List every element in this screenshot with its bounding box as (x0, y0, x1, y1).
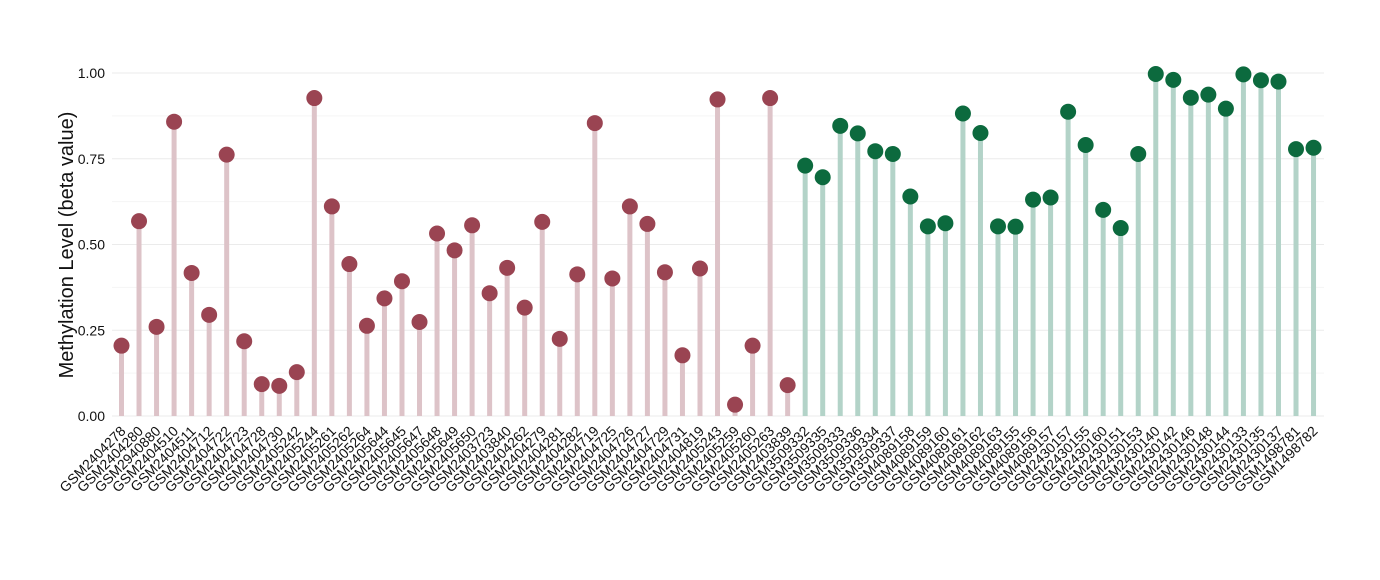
lollipop-dot (481, 285, 498, 302)
lollipop-dot (902, 188, 919, 205)
lollipop-dot (691, 260, 708, 277)
lollipop-dot (323, 198, 340, 215)
lollipop-dot (762, 90, 779, 107)
lollipop-dot (1235, 66, 1252, 83)
y-tick-label: 1.00 (78, 65, 105, 81)
lollipop-dot (201, 306, 218, 323)
lollipop-dot (1007, 218, 1024, 235)
lollipop-dot (1112, 220, 1129, 237)
lollipop-dot (814, 169, 831, 186)
lollipop-dot (1270, 73, 1287, 90)
lollipop-dot (358, 317, 375, 334)
lollipop-dot (288, 364, 305, 381)
lollipop-dot (849, 125, 866, 142)
lollipop-dot (113, 337, 130, 354)
lollipop-dot (1042, 189, 1059, 206)
lollipop-dot (656, 264, 673, 281)
lollipop-dot (341, 256, 358, 273)
lollipop-dot (551, 330, 568, 347)
y-tick-label: 0.75 (78, 151, 105, 167)
lollipop-dot (183, 264, 200, 281)
lollipop-dot (148, 318, 165, 335)
y-axis-title: Methylation Level (beta value) (56, 112, 78, 379)
lollipop-dot (446, 242, 463, 259)
lollipop-dot (1165, 71, 1182, 88)
lollipop-dot (586, 115, 603, 132)
lollipop-dot (218, 146, 235, 163)
y-tick-label: 0.25 (78, 322, 105, 338)
lollipop-dot (464, 217, 481, 234)
lollipop-dot (744, 337, 761, 354)
lollipop-dot (990, 218, 1006, 235)
lollipop-dot (937, 215, 954, 232)
lollipop-dot (919, 218, 936, 235)
lollipop-dot (884, 145, 901, 162)
y-tick-label: 0.50 (78, 237, 105, 253)
lollipop-dot (271, 377, 288, 394)
lollipop-dot (429, 225, 446, 242)
lollipop-dot (1182, 89, 1199, 106)
lollipop-dot (376, 290, 393, 307)
lollipop-dot (1288, 141, 1305, 158)
lollipop-dot (709, 91, 726, 108)
x-axis-labels: GSM2404278GSM2404280GSM2940880GSM2404510… (56, 423, 1321, 496)
lollipop-dot (516, 299, 533, 316)
lollipop-dot (972, 125, 989, 142)
lollipop-dot (131, 213, 148, 230)
lollipop-dot (534, 213, 551, 230)
lollipop-dot (166, 113, 183, 130)
y-axis-ticks: 0.00 0.25 0.50 0.75 1.00 (78, 65, 105, 424)
lollipop-dot (411, 314, 428, 331)
lollipop-dot (832, 117, 849, 134)
lollipop-dot (236, 333, 253, 350)
lollipop-dot (1305, 139, 1322, 156)
lollipop-dot (1130, 145, 1147, 162)
lollipop-dot (253, 376, 270, 393)
lollipop-stems (119, 74, 1317, 416)
lollipop-dot (393, 273, 410, 290)
lollipop-dot (1095, 201, 1112, 218)
lollipop-dot (499, 259, 516, 276)
lollipop-dot (797, 157, 814, 174)
lollipop-dot (639, 215, 656, 232)
lollipop-dot (1147, 66, 1164, 83)
lollipop-dot (1217, 100, 1234, 117)
lollipop-dot (604, 270, 621, 287)
lollipop-dot (727, 396, 744, 413)
lollipop-dot (674, 347, 691, 364)
lollipop-dot (867, 143, 884, 160)
lollipop-dots (113, 66, 1322, 413)
lollipop-dot (569, 266, 586, 283)
y-tick-label: 0.00 (78, 408, 105, 424)
lollipop-dot (1252, 72, 1269, 89)
lollipop-dot (779, 377, 796, 394)
lollipop-dot (954, 105, 971, 122)
lollipop-dot (1200, 86, 1217, 103)
lollipop-dot (1025, 191, 1042, 208)
lollipop-dot (1077, 137, 1094, 154)
lollipop-dot (1060, 103, 1077, 120)
lollipop-dot (621, 198, 638, 215)
lollipop-dot (306, 90, 323, 107)
